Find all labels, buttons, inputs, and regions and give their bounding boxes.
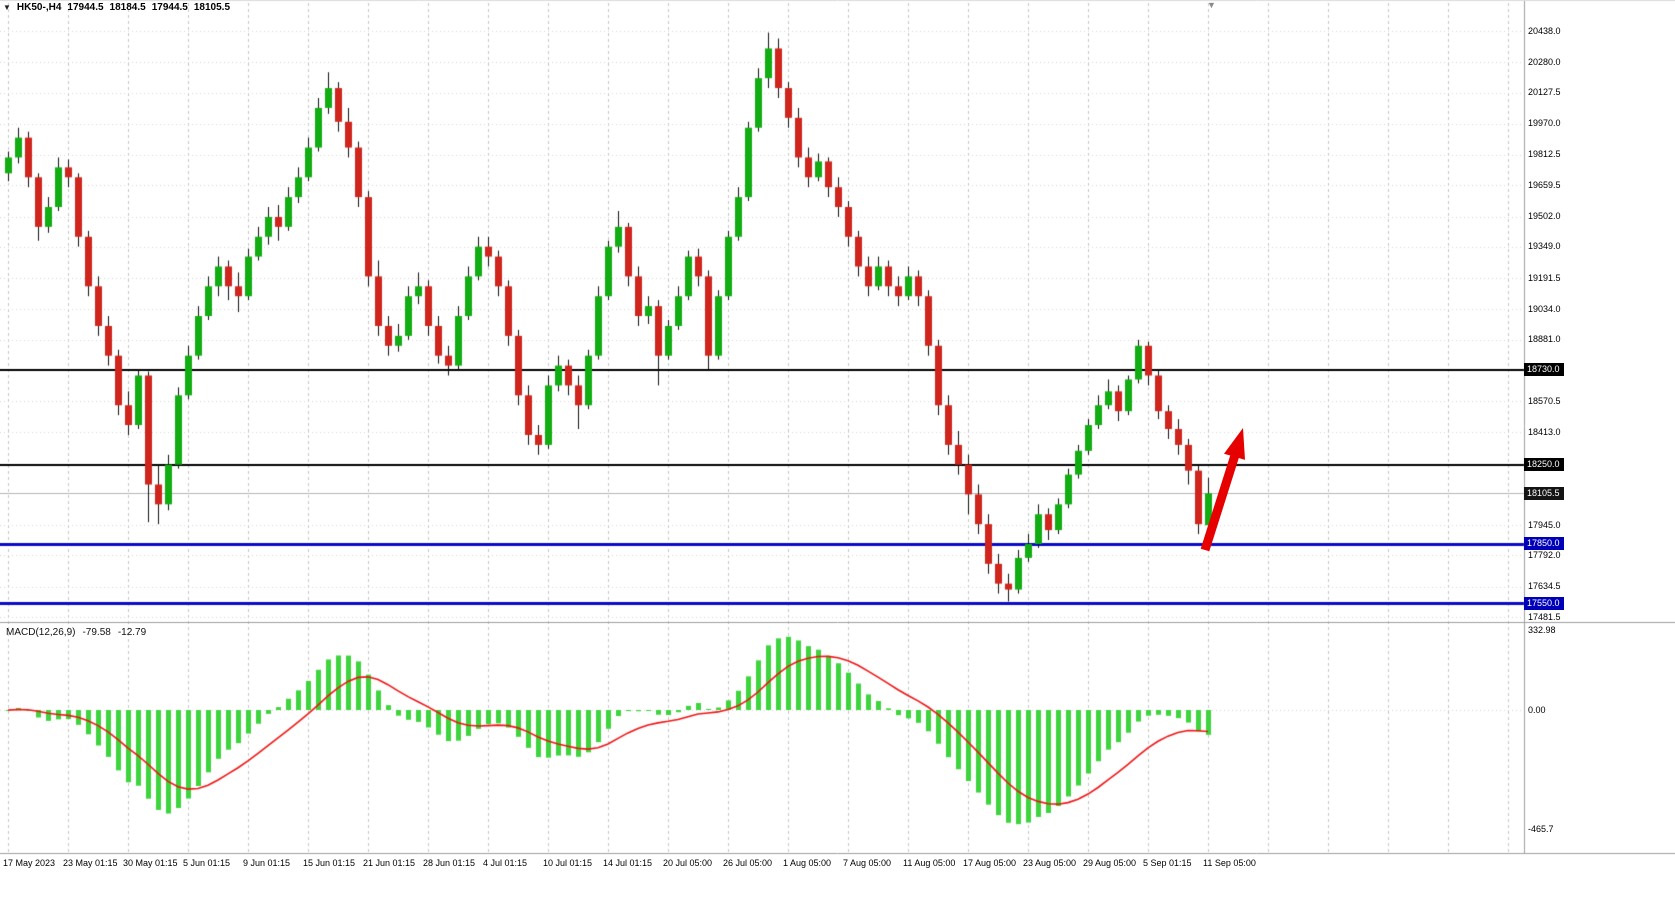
macd-signal-value: -12.79 [117, 627, 147, 638]
time-axis-label: 21 Jun 01:15 [363, 858, 416, 868]
time-axis-label: 9 Jun 01:15 [243, 858, 291, 868]
price-axis-label: 20438.0 [1528, 25, 1561, 36]
time-axis[interactable]: 17 May 2023 23 May 01:15 30 May 01:15 5 Jun… [0, 853, 1675, 877]
time-axis-label: 23 May 01:15 [63, 858, 118, 868]
price-axis-label: 19191.5 [1528, 272, 1561, 283]
quote-open: 17944.5 [67, 2, 104, 13]
macd-axis: 332.98 0.00 -465.7 [1524, 623, 1675, 853]
macd-main-value: -79.58 [82, 627, 111, 638]
macd-axis-label: -465.7 [1528, 823, 1554, 834]
macd-indicator-label: MACD(12,26,9) -79.58 -12.79 [6, 627, 146, 638]
price-axis[interactable]: 20438.0 20280.0 20127.5 19970.0 19812.5 19659… [1524, 0, 1675, 853]
price-axis-label: 19970.0 [1528, 118, 1561, 129]
macd-axis-label: 0.00 [1528, 705, 1546, 715]
bullish-arrow-annotation[interactable] [1195, 420, 1255, 560]
price-axis-label: 19034.0 [1528, 303, 1561, 314]
price-axis-label: 18570.5 [1528, 395, 1561, 406]
price-axis-label: 17792.0 [1528, 549, 1561, 560]
price-axis-label: 20280.0 [1528, 56, 1561, 67]
price-axis-badge: 17550.0 [1524, 596, 1564, 610]
price-axis-label: 17481.5 [1528, 611, 1561, 622]
time-axis-label: 28 Jun 01:15 [423, 858, 476, 868]
quote-close: 18105.5 [193, 2, 231, 13]
quote-high: 18184.5 [109, 2, 146, 13]
price-axis-badge: 18730.0 [1524, 363, 1564, 377]
chart-shift-marker-icon[interactable]: ▼ [1207, 0, 1216, 10]
time-axis-label: 4 Jul 01:15 [483, 858, 528, 868]
bullish-arrow-shape[interactable] [1200, 428, 1245, 552]
price-axis-label: 18413.0 [1528, 426, 1561, 437]
time-axis-label: 11 Sep 05:00 [1203, 858, 1256, 868]
time-axis-label: 1 Aug 05:00 [783, 858, 832, 868]
time-axis-label: 20 Jul 05:00 [663, 858, 713, 868]
symbol-timeframe: HK50-,H4 [16, 2, 62, 13]
price-axis-label: 19502.0 [1528, 211, 1561, 222]
price-axis-badge: 17850.0 [1524, 537, 1564, 551]
macd-axis-label: 332.98 [1528, 625, 1556, 635]
time-axis-label: 17 Aug 05:00 [963, 858, 1017, 868]
price-axis-label: 17945.0 [1528, 519, 1561, 530]
time-axis-label: 15 Jun 01:15 [303, 858, 356, 868]
macd-name: MACD(12,26,9) [6, 627, 76, 638]
time-axis-label: 7 Aug 05:00 [843, 858, 892, 868]
time-axis-label: 30 May 01:15 [123, 858, 178, 868]
time-axis-label: 17 May 2023 [3, 858, 56, 868]
price-axis-label: 19812.5 [1528, 149, 1561, 160]
symbol-dropdown-icon[interactable]: ▼ [3, 2, 11, 12]
quote-bar: ▼ HK50-,H4 17944.5 18184.5 17944.5 18105… [3, 2, 230, 13]
time-axis-label: 10 Jul 01:15 [543, 858, 593, 868]
price-axis-badge: 18105.5 [1524, 486, 1564, 500]
time-axis-label: 11 Aug 05:00 [903, 858, 956, 868]
quote-low: 17944.5 [151, 2, 188, 13]
price-axis-label: 18881.0 [1528, 334, 1561, 345]
price-axis-label: 20127.5 [1528, 87, 1561, 98]
time-axis-label: 29 Aug 05:00 [1083, 858, 1137, 868]
time-axis-label: 26 Jul 05:00 [723, 858, 773, 868]
price-axis-badge: 18250.0 [1524, 458, 1564, 472]
price-axis-label: 19349.0 [1528, 241, 1561, 252]
time-axis-label: 14 Jul 01:15 [603, 858, 653, 868]
price-axis-label: 17634.5 [1528, 581, 1561, 592]
price-axis-label: 19659.5 [1528, 179, 1561, 190]
time-axis-label: 5 Jun 01:15 [183, 858, 231, 868]
time-axis-label: 23 Aug 05:00 [1023, 858, 1077, 868]
time-axis-label: 5 Sep 01:15 [1143, 858, 1192, 868]
